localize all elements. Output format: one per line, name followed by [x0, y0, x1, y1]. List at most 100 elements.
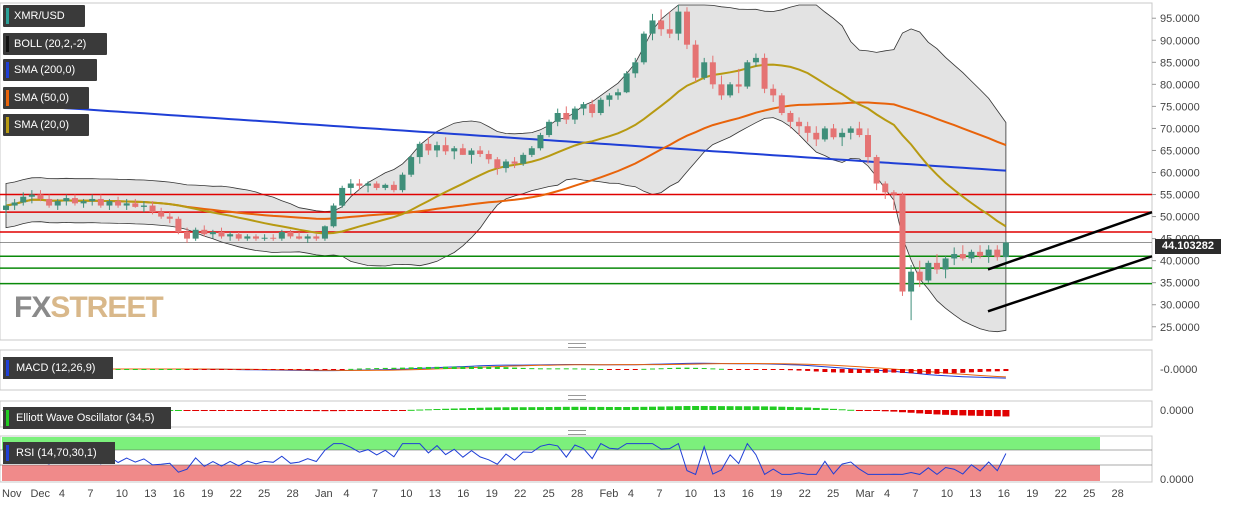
ewo-bar-97 — [838, 409, 846, 411]
x-tick-label-37: 22 — [1055, 488, 1067, 500]
candle-body-103 — [890, 192, 897, 195]
candle-body-6 — [54, 201, 61, 206]
candle-body-115 — [994, 249, 1001, 258]
macd-hist-17 — [150, 369, 156, 370]
candle-body-82 — [709, 62, 716, 85]
ewo-bar-90 — [778, 406, 786, 410]
x-tick-label-20: 28 — [571, 488, 583, 500]
macd-hist-31 — [270, 369, 276, 370]
macd-hist-45 — [391, 367, 397, 369]
macd-hist-28 — [244, 369, 250, 370]
x-tick-label-12: 4 — [343, 488, 349, 500]
ewo-bar-115 — [993, 410, 1001, 417]
candle-body-45 — [390, 184, 397, 191]
legend-sma50-swatch — [6, 90, 9, 106]
candle-body-2 — [20, 196, 27, 203]
ewo-bar-23 — [200, 410, 208, 411]
ewo-bar-31 — [269, 410, 277, 411]
x-tick-label-19: 25 — [543, 488, 555, 500]
candle-body-106 — [916, 271, 923, 281]
candle-body-83 — [718, 84, 725, 96]
macd-hist-112 — [968, 369, 974, 373]
macd-hist-109 — [943, 369, 949, 374]
legend-rsi-swatch — [6, 445, 9, 461]
candle-body-74 — [640, 33, 647, 63]
macd-hist-101 — [874, 369, 880, 373]
candle-body-29 — [252, 236, 259, 239]
legend-rsi-label: RSI (14,70,30,1) — [16, 447, 97, 459]
macd-hist-92 — [796, 369, 802, 371]
candle-body-25 — [218, 232, 225, 237]
legend-symbol-swatch — [6, 8, 9, 24]
ewo-bar-71 — [614, 407, 622, 410]
macd-hist-93 — [805, 369, 811, 371]
legend-boll[interactable]: BOLL (20,2,-2) — [3, 33, 107, 55]
macd-hist-42 — [365, 368, 371, 370]
ewo-bar-35 — [304, 410, 312, 412]
candle-body-18 — [158, 212, 165, 217]
candle-body-13 — [115, 201, 122, 206]
macd-hist-30 — [262, 369, 268, 370]
candle-body-24 — [209, 232, 216, 235]
candle-body-28 — [244, 236, 251, 239]
macd-hist-60 — [520, 367, 526, 369]
resize-handle-ewo[interactable] — [568, 395, 586, 400]
legend-macd[interactable]: MACD (12,26,9) — [3, 357, 113, 379]
candle-body-89 — [770, 88, 777, 96]
candle-body-108 — [933, 262, 940, 270]
ewo-bar-87 — [752, 406, 760, 410]
candle-body-58 — [502, 161, 509, 169]
ewo-bar-107 — [924, 410, 932, 414]
ewo-bar-111 — [959, 410, 967, 416]
candle-body-75 — [649, 20, 656, 34]
candle-body-69 — [597, 99, 604, 113]
candle-body-5 — [46, 198, 53, 206]
candle-body-40 — [347, 183, 354, 188]
x-tick-label-26: 16 — [742, 488, 754, 500]
legend-sma200[interactable]: SMA (200,0) — [3, 59, 97, 81]
macd-hist-43 — [374, 368, 380, 370]
candle-body-41 — [356, 183, 363, 186]
legend-symbol[interactable]: XMR/USD — [3, 5, 85, 27]
candle-body-109 — [942, 258, 949, 270]
ewo-bar-45 — [390, 410, 398, 411]
ewo-bar-100 — [864, 410, 872, 411]
macd-hist-24 — [210, 369, 216, 370]
legend-rsi[interactable]: RSI (14,70,30,1) — [3, 442, 115, 464]
x-tick-label-6: 16 — [173, 488, 185, 500]
candle-body-76 — [658, 20, 665, 30]
macd-line — [6, 362, 1006, 379]
x-tick-label-21: Feb — [599, 488, 618, 500]
ewo-bar-25 — [218, 410, 225, 411]
ewo-bar-27 — [235, 410, 243, 411]
candle-body-87 — [752, 57, 759, 63]
resize-handle-rsi[interactable] — [568, 430, 586, 435]
ewo-bar-78 — [674, 406, 682, 410]
y-tick-label-4: 75.0000 — [1160, 101, 1200, 113]
candle-body-51 — [442, 145, 449, 152]
x-tick-label-14: 10 — [400, 488, 412, 500]
x-tick-label-38: 25 — [1083, 488, 1095, 500]
ewo-bar-105 — [907, 410, 915, 413]
fxstreet-logo: FXSTREET — [14, 291, 164, 325]
x-tick-label-28: 22 — [799, 488, 811, 500]
macd-hist-87 — [753, 369, 759, 370]
resize-handle-macd[interactable] — [568, 343, 586, 348]
macd-hist-44 — [382, 367, 388, 369]
ewo-bar-82 — [709, 406, 717, 410]
ewo-bar-57 — [493, 407, 501, 410]
macd-hist-39 — [339, 369, 345, 370]
legend-ewo[interactable]: Elliott Wave Oscillator (34,5) — [3, 407, 171, 429]
x-tick-label-3: 7 — [87, 488, 93, 500]
candle-body-61 — [528, 148, 535, 155]
macd-hist-38 — [331, 369, 337, 370]
legend-sma50[interactable]: SMA (50,0) — [3, 87, 89, 109]
legend-sma20[interactable]: SMA (20,0) — [3, 114, 89, 136]
ewo-bar-88 — [761, 406, 769, 410]
candle-body-96 — [830, 128, 837, 138]
ewo-bar-113 — [976, 410, 984, 416]
candle-body-20 — [175, 218, 182, 233]
x-tick-label-36: 19 — [1026, 488, 1038, 500]
